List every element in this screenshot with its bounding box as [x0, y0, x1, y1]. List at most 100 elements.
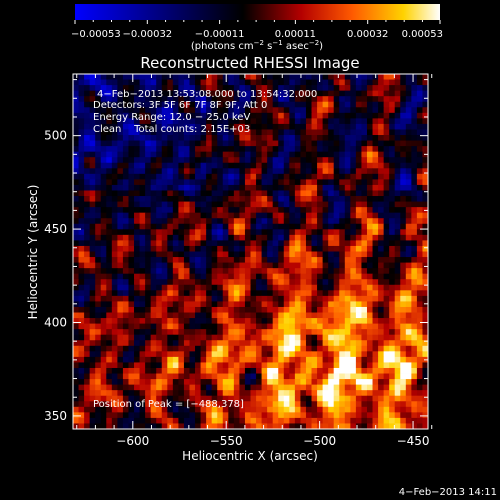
heatmap-cell — [311, 362, 318, 369]
heatmap-cell — [156, 168, 163, 175]
heatmap-cell — [217, 229, 224, 236]
heatmap-cell — [405, 284, 412, 291]
heatmap-cell — [244, 184, 251, 191]
heatmap-cell — [244, 356, 251, 363]
heatmap-cell — [305, 123, 312, 130]
heatmap-cell — [139, 173, 146, 180]
heatmap-cell — [339, 373, 346, 380]
heatmap-cell — [411, 212, 418, 219]
heatmap-cell — [339, 334, 346, 341]
heatmap-cell — [139, 268, 146, 275]
heatmap-cell — [228, 251, 235, 258]
heatmap-cell — [73, 212, 79, 219]
heatmap-cell — [250, 423, 257, 429]
heatmap-cell — [305, 340, 312, 347]
heatmap-cell — [239, 356, 246, 363]
heatmap-cell — [239, 379, 246, 386]
heatmap-cell — [84, 367, 91, 374]
heatmap-cell — [200, 207, 207, 214]
heatmap-cell — [328, 306, 335, 313]
heatmap-cell — [183, 262, 190, 269]
heatmap-cell — [106, 218, 113, 225]
heatmap-cell — [394, 362, 401, 369]
heatmap-cell — [233, 329, 240, 336]
heatmap-cell — [355, 118, 362, 125]
heatmap-cell — [350, 268, 357, 275]
heatmap-cell — [167, 318, 174, 325]
heatmap-cell — [78, 118, 85, 125]
heatmap-cell — [228, 162, 235, 169]
heatmap-cell — [117, 207, 124, 214]
heatmap-cell — [400, 201, 407, 208]
heatmap-cell — [172, 284, 179, 291]
heatmap-cell — [278, 406, 285, 413]
heatmap-cell — [250, 406, 257, 413]
heatmap-cell — [150, 329, 157, 336]
heatmap-cell — [256, 218, 262, 225]
heatmap-cell — [394, 212, 401, 219]
heatmap-cell — [400, 356, 407, 363]
heatmap-cell — [89, 306, 96, 313]
heatmap-cell — [350, 395, 357, 402]
heatmap-cell — [411, 312, 418, 319]
heatmap-cell — [178, 245, 185, 252]
heatmap-cell — [333, 329, 340, 336]
heatmap-cell — [161, 312, 168, 319]
heatmap-cell — [311, 157, 318, 164]
heatmap-cell — [378, 367, 385, 374]
heatmap-cell — [250, 412, 257, 419]
heatmap-cell — [339, 90, 346, 97]
heatmap-cell — [411, 162, 418, 169]
heatmap-cell — [89, 323, 96, 330]
heatmap-cell — [278, 395, 285, 402]
heatmap-cell — [328, 390, 335, 397]
heatmap-cell — [305, 173, 312, 180]
heatmap-cell — [317, 268, 324, 275]
heatmap-cell — [106, 351, 113, 358]
heatmap-cell — [366, 262, 373, 269]
heatmap-cell — [366, 401, 373, 408]
heatmap-cell — [239, 129, 246, 136]
heatmap-cell — [311, 107, 318, 114]
heatmap-cell — [189, 390, 196, 397]
heatmap-cell — [244, 279, 251, 286]
heatmap-cell — [250, 351, 257, 358]
heatmap-cell — [339, 101, 346, 108]
heatmap-cell — [117, 251, 124, 258]
heatmap-cell — [333, 401, 340, 408]
heatmap-cell — [267, 423, 274, 429]
heatmap-cell — [100, 157, 107, 164]
heatmap-cell — [206, 379, 213, 386]
heatmap-cell — [322, 312, 329, 319]
heatmap-cell — [344, 151, 351, 158]
heatmap-cell — [178, 112, 185, 119]
heatmap-cell — [156, 334, 163, 341]
heatmap-cell — [178, 329, 185, 336]
heatmap-cell — [411, 412, 418, 419]
heatmap-cell — [317, 90, 324, 97]
heatmap-cell — [400, 401, 407, 408]
heatmap-cell — [256, 234, 262, 241]
heatmap-cell — [200, 356, 207, 363]
heatmap-cell — [416, 135, 423, 141]
heatmap-cell — [117, 401, 124, 408]
heatmap-cell — [300, 168, 307, 175]
heatmap-cell — [128, 412, 135, 419]
heatmap-cell — [233, 351, 240, 358]
heatmap-cell — [411, 329, 418, 336]
heatmap-cell — [250, 306, 257, 313]
heatmap-cell — [161, 290, 168, 297]
heatmap-cell — [350, 318, 357, 325]
heatmap-cell — [283, 184, 290, 191]
heatmap-cell — [389, 123, 396, 130]
heatmap-cell — [411, 417, 418, 424]
heatmap-cell — [183, 273, 190, 280]
heatmap-cell — [317, 179, 324, 186]
heatmap-cell — [84, 401, 91, 408]
heatmap-cell — [244, 351, 251, 358]
heatmap-cell — [416, 367, 423, 374]
heatmap-cell — [261, 345, 268, 352]
heatmap-cell — [233, 301, 240, 308]
heatmap-cell — [200, 373, 207, 380]
heatmap-cell — [106, 151, 113, 158]
